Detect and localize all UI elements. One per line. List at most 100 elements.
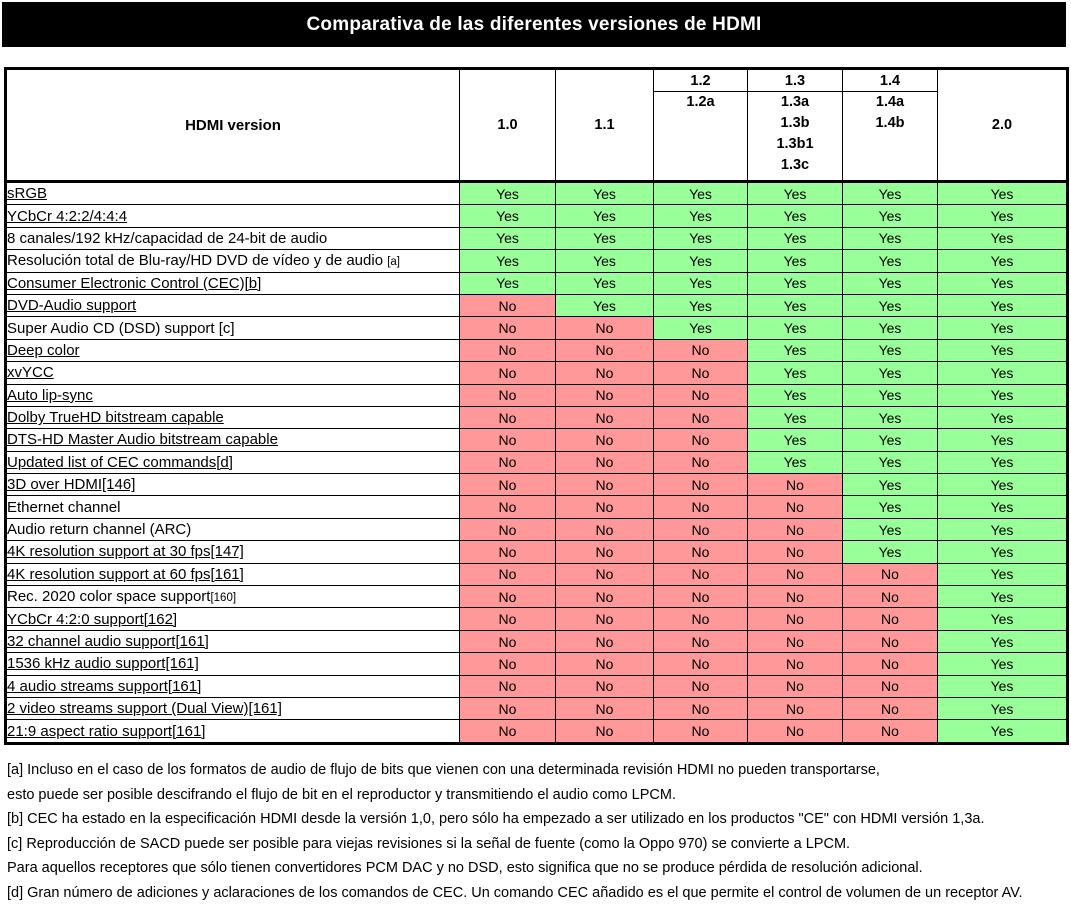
feature-link[interactable]: YCbCr 4:2:0 support[162] [7, 611, 177, 628]
no-cell: No [843, 608, 938, 630]
no-cell: No [460, 451, 556, 473]
feature-label-cell: DTS-HD Master Audio bitstream capable [6, 429, 460, 451]
feature-label: Rec. 2020 color space support [7, 588, 210, 605]
no-cell: No [654, 586, 748, 608]
page-title: Comparativa de las diferentes versiones … [307, 14, 762, 36]
feature-label-cell: Super Audio CD (DSD) support [c] [6, 317, 460, 339]
yes-cell: Yes [460, 272, 556, 294]
yes-cell: Yes [843, 317, 938, 339]
feature-link[interactable]: DTS-HD Master Audio bitstream capable [7, 431, 278, 448]
feature-link[interactable]: 4K resolution support at 30 fps[147] [7, 543, 244, 560]
footnote-line: [c] Reproducción de SACD puede ser posib… [7, 832, 1067, 857]
no-cell: No [460, 339, 556, 361]
feature-label: Super Audio CD (DSD) support [c] [7, 320, 235, 337]
no-cell: No [460, 429, 556, 451]
no-cell: No [654, 608, 748, 630]
feature-label-cell: YCbCr 4:2:2/4:4:4 [6, 205, 460, 227]
no-cell: No [654, 630, 748, 652]
no-cell: No [748, 608, 843, 630]
subversion-label: 1.4a [843, 92, 937, 113]
no-cell: No [748, 720, 843, 743]
feature-link[interactable]: 21:9 aspect ratio support[161] [7, 723, 205, 740]
feature-label-cell: Consumer Electronic Control (CEC)[b] [6, 272, 460, 294]
yes-cell: Yes [938, 362, 1068, 384]
no-cell: No [654, 474, 748, 496]
yes-cell: Yes [556, 227, 654, 249]
no-cell: No [460, 362, 556, 384]
yes-cell: Yes [843, 541, 938, 563]
yes-cell: Yes [938, 586, 1068, 608]
feature-label-cell: xvYCC [6, 362, 460, 384]
yes-cell: Yes [843, 362, 938, 384]
feature-label-cell: 2 video streams support (Dual View)[161] [6, 697, 460, 719]
header-subversions-1-2: 1.2a [654, 92, 748, 182]
feature-link[interactable]: YCbCr 4:2:2/4:4:4 [7, 208, 127, 225]
yes-cell: Yes [938, 205, 1068, 227]
yes-cell: Yes [938, 518, 1068, 540]
feature-link[interactable]: 1536 kHz audio support[161] [7, 655, 199, 672]
yes-cell: Yes [556, 272, 654, 294]
feature-label-cell: 3D over HDMI[146] [6, 474, 460, 496]
feature-label-cell: Updated list of CEC commands[d] [6, 451, 460, 473]
feature-link[interactable]: Auto lip-sync [7, 387, 93, 404]
feature-link[interactable]: Deep color [7, 342, 80, 359]
yes-cell: Yes [938, 697, 1068, 719]
feature-link[interactable]: 3D over HDMI[146] [7, 476, 135, 493]
no-cell: No [460, 675, 556, 697]
no-cell: No [654, 675, 748, 697]
feature-label-cell: Deep color [6, 339, 460, 361]
no-cell: No [748, 630, 843, 652]
no-cell: No [748, 653, 843, 675]
no-cell: No [460, 317, 556, 339]
feature-link[interactable]: DVD-Audio support [7, 297, 136, 314]
feature-footnote-ref: [a] [387, 256, 400, 268]
footnote-line: [d] Gran número de adiciones y aclaracio… [7, 881, 1067, 905]
yes-cell: Yes [556, 182, 654, 205]
subversion-label: 1.3c [748, 155, 842, 176]
yes-cell: Yes [843, 294, 938, 316]
no-cell: No [460, 496, 556, 518]
no-cell: No [654, 384, 748, 406]
yes-cell: Yes [938, 608, 1068, 630]
yes-cell: Yes [843, 182, 938, 205]
yes-cell: Yes [748, 339, 843, 361]
feature-link[interactable]: 2 video streams support (Dual View)[161] [7, 700, 282, 717]
header-col-1-4: 1.4 [843, 69, 938, 92]
feature-label: Audio return channel (ARC) [7, 521, 191, 538]
feature-label: Resolución total de Blu-ray/HD DVD de ví… [7, 252, 387, 269]
no-cell: No [748, 474, 843, 496]
no-cell: No [654, 518, 748, 540]
no-cell: No [654, 429, 748, 451]
yes-cell: Yes [938, 272, 1068, 294]
no-cell: No [556, 362, 654, 384]
no-cell: No [654, 496, 748, 518]
feature-link[interactable]: xvYCC [7, 364, 54, 381]
feature-link[interactable]: 4K resolution support at 60 fps[161] [7, 566, 244, 583]
no-cell: No [556, 563, 654, 585]
feature-label-cell: 4 audio streams support[161] [6, 675, 460, 697]
feature-link[interactable]: 32 channel audio support[161] [7, 633, 209, 650]
feature-label-cell: 21:9 aspect ratio support[161] [6, 720, 460, 743]
feature-link[interactable]: sRGB [7, 185, 47, 202]
yes-cell: Yes [938, 675, 1068, 697]
no-cell: No [460, 563, 556, 585]
feature-link[interactable]: Consumer Electronic Control (CEC)[b] [7, 275, 261, 292]
yes-cell: Yes [654, 182, 748, 205]
yes-cell: Yes [748, 317, 843, 339]
no-cell: No [748, 496, 843, 518]
feature-link[interactable]: Dolby TrueHD bitstream capable [7, 409, 224, 426]
yes-cell: Yes [938, 496, 1068, 518]
no-cell: No [654, 697, 748, 719]
feature-link[interactable]: Updated list of CEC commands[d] [7, 454, 233, 471]
yes-cell: Yes [938, 406, 1068, 428]
feature-link[interactable]: 4 audio streams support[161] [7, 678, 201, 695]
